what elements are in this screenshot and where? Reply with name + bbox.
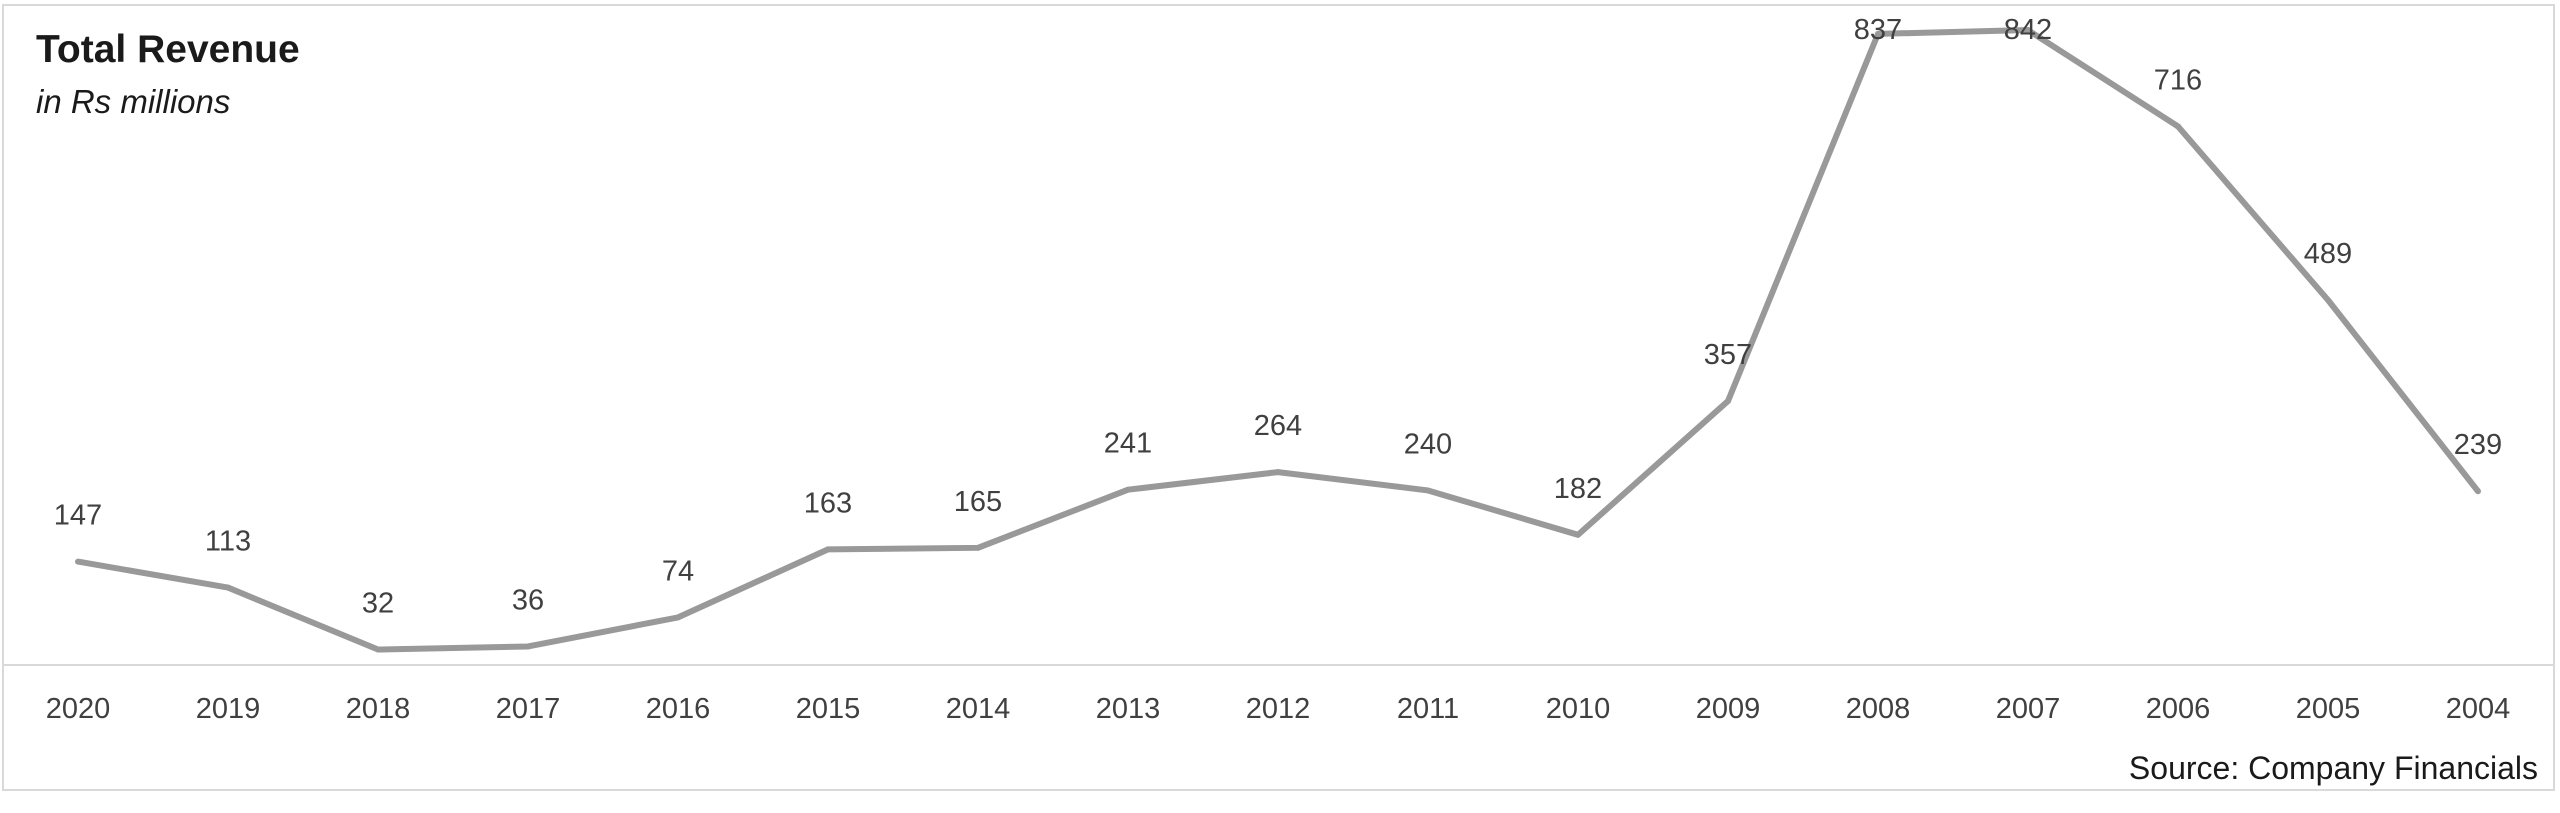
x-tick-label: 2019 bbox=[196, 693, 261, 725]
data-point-2008 bbox=[1875, 30, 1881, 37]
series-layer bbox=[75, 27, 2481, 653]
x-tick-label: 2010 bbox=[1546, 693, 1611, 725]
data-label: 240 bbox=[1404, 428, 1452, 460]
data-point-2014 bbox=[975, 544, 981, 551]
data-label: 239 bbox=[2454, 429, 2502, 461]
data-label: 32 bbox=[362, 588, 394, 620]
data-label: 264 bbox=[1254, 410, 1302, 442]
data-point-2010 bbox=[1575, 531, 1581, 538]
data-label: 357 bbox=[1704, 339, 1752, 371]
data-point-2015 bbox=[825, 546, 831, 553]
data-point-2007 bbox=[2025, 27, 2031, 34]
data-point-2006 bbox=[2175, 123, 2181, 130]
chart-source: Source: Company Financials bbox=[2128, 750, 2538, 786]
data-point-2009 bbox=[1725, 397, 1731, 404]
data-label: 113 bbox=[205, 526, 251, 558]
data-labels: 147 113 32 36 74 163 165 241 264 240 182 357 837 842 7… bbox=[54, 14, 2502, 620]
data-label: 36 bbox=[512, 584, 544, 616]
chart-title: Total Revenue bbox=[36, 28, 300, 71]
x-tick-label: 2016 bbox=[646, 693, 711, 725]
x-tick-label: 2020 bbox=[46, 693, 111, 725]
chart-subtitle: in Rs millions bbox=[36, 83, 231, 120]
data-point-2016 bbox=[675, 614, 681, 621]
x-tick-label: 2006 bbox=[2146, 693, 2211, 725]
x-tick-label: 2017 bbox=[496, 693, 561, 725]
x-axis-ticks: 2020 2019 2018 2017 2016 2015 2014 2013 2012 2011… bbox=[46, 693, 2511, 725]
x-tick-label: 2015 bbox=[796, 693, 861, 725]
data-label: 163 bbox=[804, 487, 852, 519]
x-tick-label: 2007 bbox=[1996, 693, 2061, 725]
data-label: 165 bbox=[954, 486, 1002, 518]
data-point-2013 bbox=[1125, 486, 1131, 493]
x-tick-label: 2013 bbox=[1096, 693, 1161, 725]
x-tick-label: 2009 bbox=[1696, 693, 1761, 725]
x-tick-label: 2005 bbox=[2296, 693, 2361, 725]
data-label: 716 bbox=[2154, 64, 2202, 96]
data-point-2012 bbox=[1275, 469, 1281, 476]
x-tick-label: 2004 bbox=[2446, 693, 2511, 725]
data-label: 842 bbox=[2004, 14, 2052, 46]
x-tick-label: 2012 bbox=[1246, 693, 1311, 725]
x-tick-label: 2011 bbox=[1397, 693, 1459, 725]
x-tick-label: 2014 bbox=[946, 693, 1011, 725]
data-label: 74 bbox=[662, 555, 694, 587]
data-point-2011 bbox=[1425, 487, 1431, 494]
series-line bbox=[77, 27, 2481, 653]
data-point-2005 bbox=[2325, 297, 2331, 304]
data-label: 241 bbox=[1104, 428, 1152, 460]
x-tick-label: 2008 bbox=[1846, 693, 1911, 725]
data-label: 147 bbox=[54, 500, 102, 532]
data-label: 837 bbox=[1854, 14, 1902, 46]
data-label: 182 bbox=[1554, 473, 1602, 505]
data-label: 489 bbox=[2304, 238, 2352, 270]
data-point-2017 bbox=[525, 643, 531, 650]
chart-frame bbox=[2, 4, 2555, 791]
data-point-2019 bbox=[225, 584, 231, 591]
data-point-2004 bbox=[2475, 488, 2481, 495]
data-point-2020 bbox=[75, 558, 81, 565]
data-point-2018 bbox=[375, 646, 381, 653]
x-tick-label: 2018 bbox=[346, 693, 411, 725]
